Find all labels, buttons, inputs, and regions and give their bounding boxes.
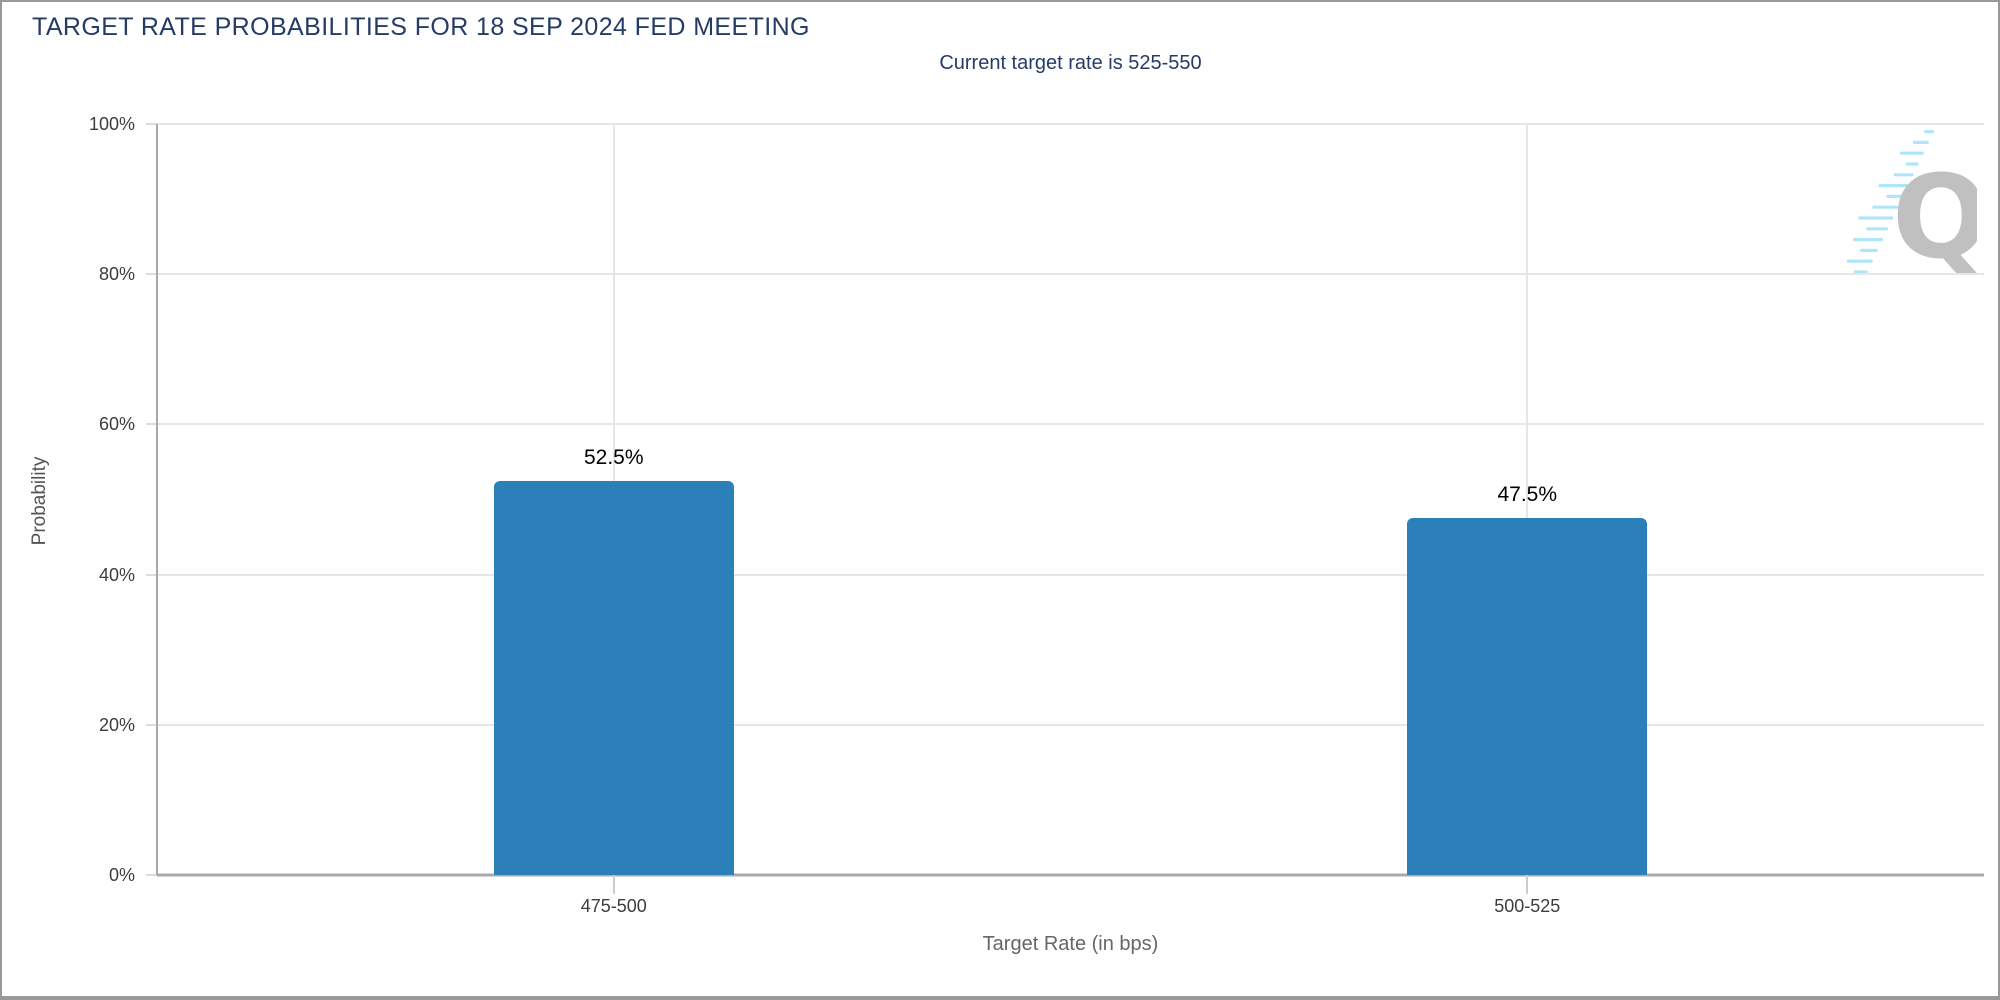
y-axis-tick-label: 20% bbox=[98, 714, 135, 735]
x-axis-category-label: 500-525 bbox=[1494, 896, 1561, 916]
probability-bar[interactable] bbox=[493, 480, 734, 875]
y-axis-tick bbox=[146, 423, 157, 426]
y-axis-tick-label: 60% bbox=[98, 414, 135, 435]
y-axis-tick-label: 40% bbox=[98, 564, 135, 585]
gridline-horizontal bbox=[157, 723, 1984, 726]
watermark-speed-lines bbox=[1846, 130, 1934, 274]
y-axis-tick-label: 0% bbox=[108, 865, 135, 885]
x-axis-tick bbox=[1526, 875, 1529, 894]
y-axis-line bbox=[156, 124, 158, 875]
chart-subtitle: Current target rate is 525-550 bbox=[939, 52, 1202, 74]
y-axis-tick-label: 100% bbox=[88, 114, 135, 134]
x-axis-title: Target Rate (in bps) bbox=[982, 933, 1159, 955]
watermark-q-letter: Q bbox=[1892, 151, 1977, 285]
gridline-horizontal bbox=[157, 423, 1984, 426]
plot-area: 52.5% 475-500 47.5% 500-525 bbox=[146, 123, 1984, 915]
x-axis-tick bbox=[612, 875, 615, 894]
probability-bar[interactable] bbox=[1407, 518, 1648, 875]
y-axis-labels: 0% 20% 40% 60% 80% 100% bbox=[2, 115, 143, 884]
y-axis-tick bbox=[146, 123, 157, 125]
gridline-horizontal bbox=[157, 273, 1984, 276]
y-axis-tick bbox=[146, 273, 157, 276]
y-axis-tick bbox=[146, 573, 157, 576]
gridline-horizontal bbox=[157, 873, 1984, 877]
x-axis-category-label: 475-500 bbox=[580, 896, 647, 916]
gridline-horizontal bbox=[157, 123, 1984, 125]
bar-value-label: 47.5% bbox=[1497, 483, 1558, 507]
y-axis-title: Probability bbox=[29, 456, 50, 546]
y-axis-tick bbox=[146, 874, 157, 876]
quikstrike-watermark-icon: Q bbox=[1846, 130, 1977, 285]
y-axis-tick-label: 80% bbox=[98, 264, 135, 285]
y-axis-tick bbox=[146, 723, 157, 726]
chart-title: TARGET RATE PROBABILITIES FOR 18 SEP 202… bbox=[32, 13, 810, 41]
gridline-vertical bbox=[1526, 124, 1529, 875]
bar-value-label: 52.5% bbox=[583, 445, 644, 469]
gridline-horizontal bbox=[157, 573, 1984, 576]
